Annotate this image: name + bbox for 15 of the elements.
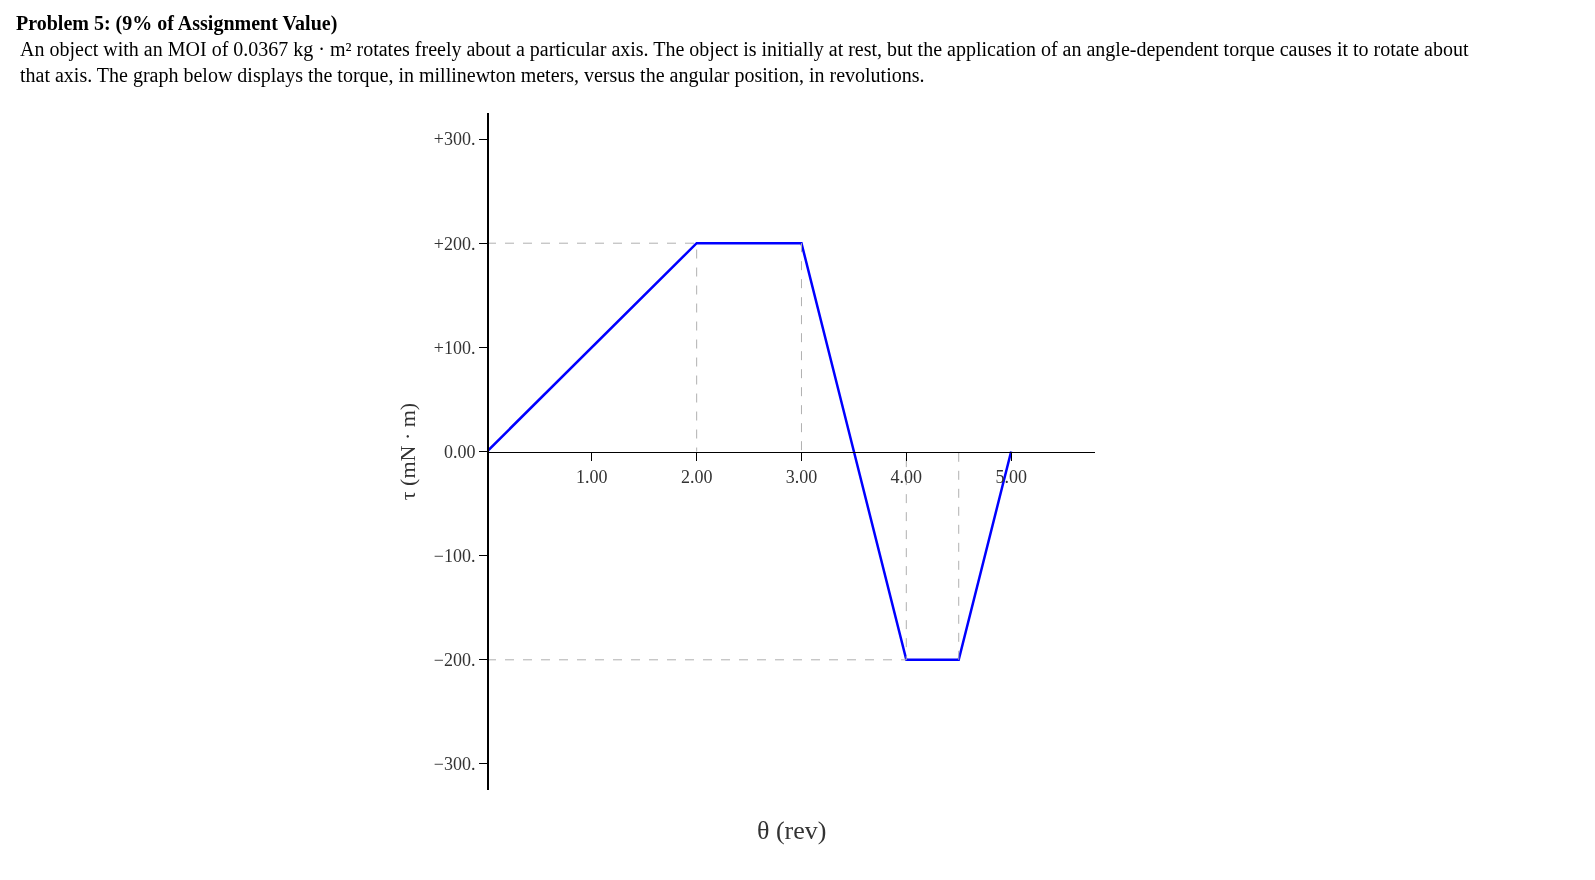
text: Problem 5: (9% of Assignment Value) [16, 11, 339, 36]
y-tick-label: +200. [433, 233, 476, 254]
y-tick-label: −200. [433, 650, 476, 671]
y-tick-label: −300. [433, 754, 476, 775]
y-tick-label: 0.00 [443, 441, 476, 462]
chart-subtitle: An object with an MOI of 0.0367 kg · m² rotates freely about a particular axis. The object is initially at rest, but the application of an angle-dependent torque causes it to rotate about that axis. The graph below displays the torque, in millinewton meters, versus the angular position, in revolutions. [19, 37, 1470, 88]
x-tick-label: 1.00 [576, 466, 608, 487]
y-tick-label: −100. [433, 545, 476, 566]
x-axis-title: θ (rev) [757, 816, 827, 845]
x-tick-label: 2.00 [680, 466, 713, 487]
x-tick-label: 3.00 [785, 466, 818, 487]
y-tick-label: +300. [433, 129, 476, 150]
y-axis-title: τ (mN · m) [395, 402, 421, 501]
y-tick-label: +100. [433, 337, 476, 358]
x-tick-label: 4.00 [890, 466, 923, 487]
